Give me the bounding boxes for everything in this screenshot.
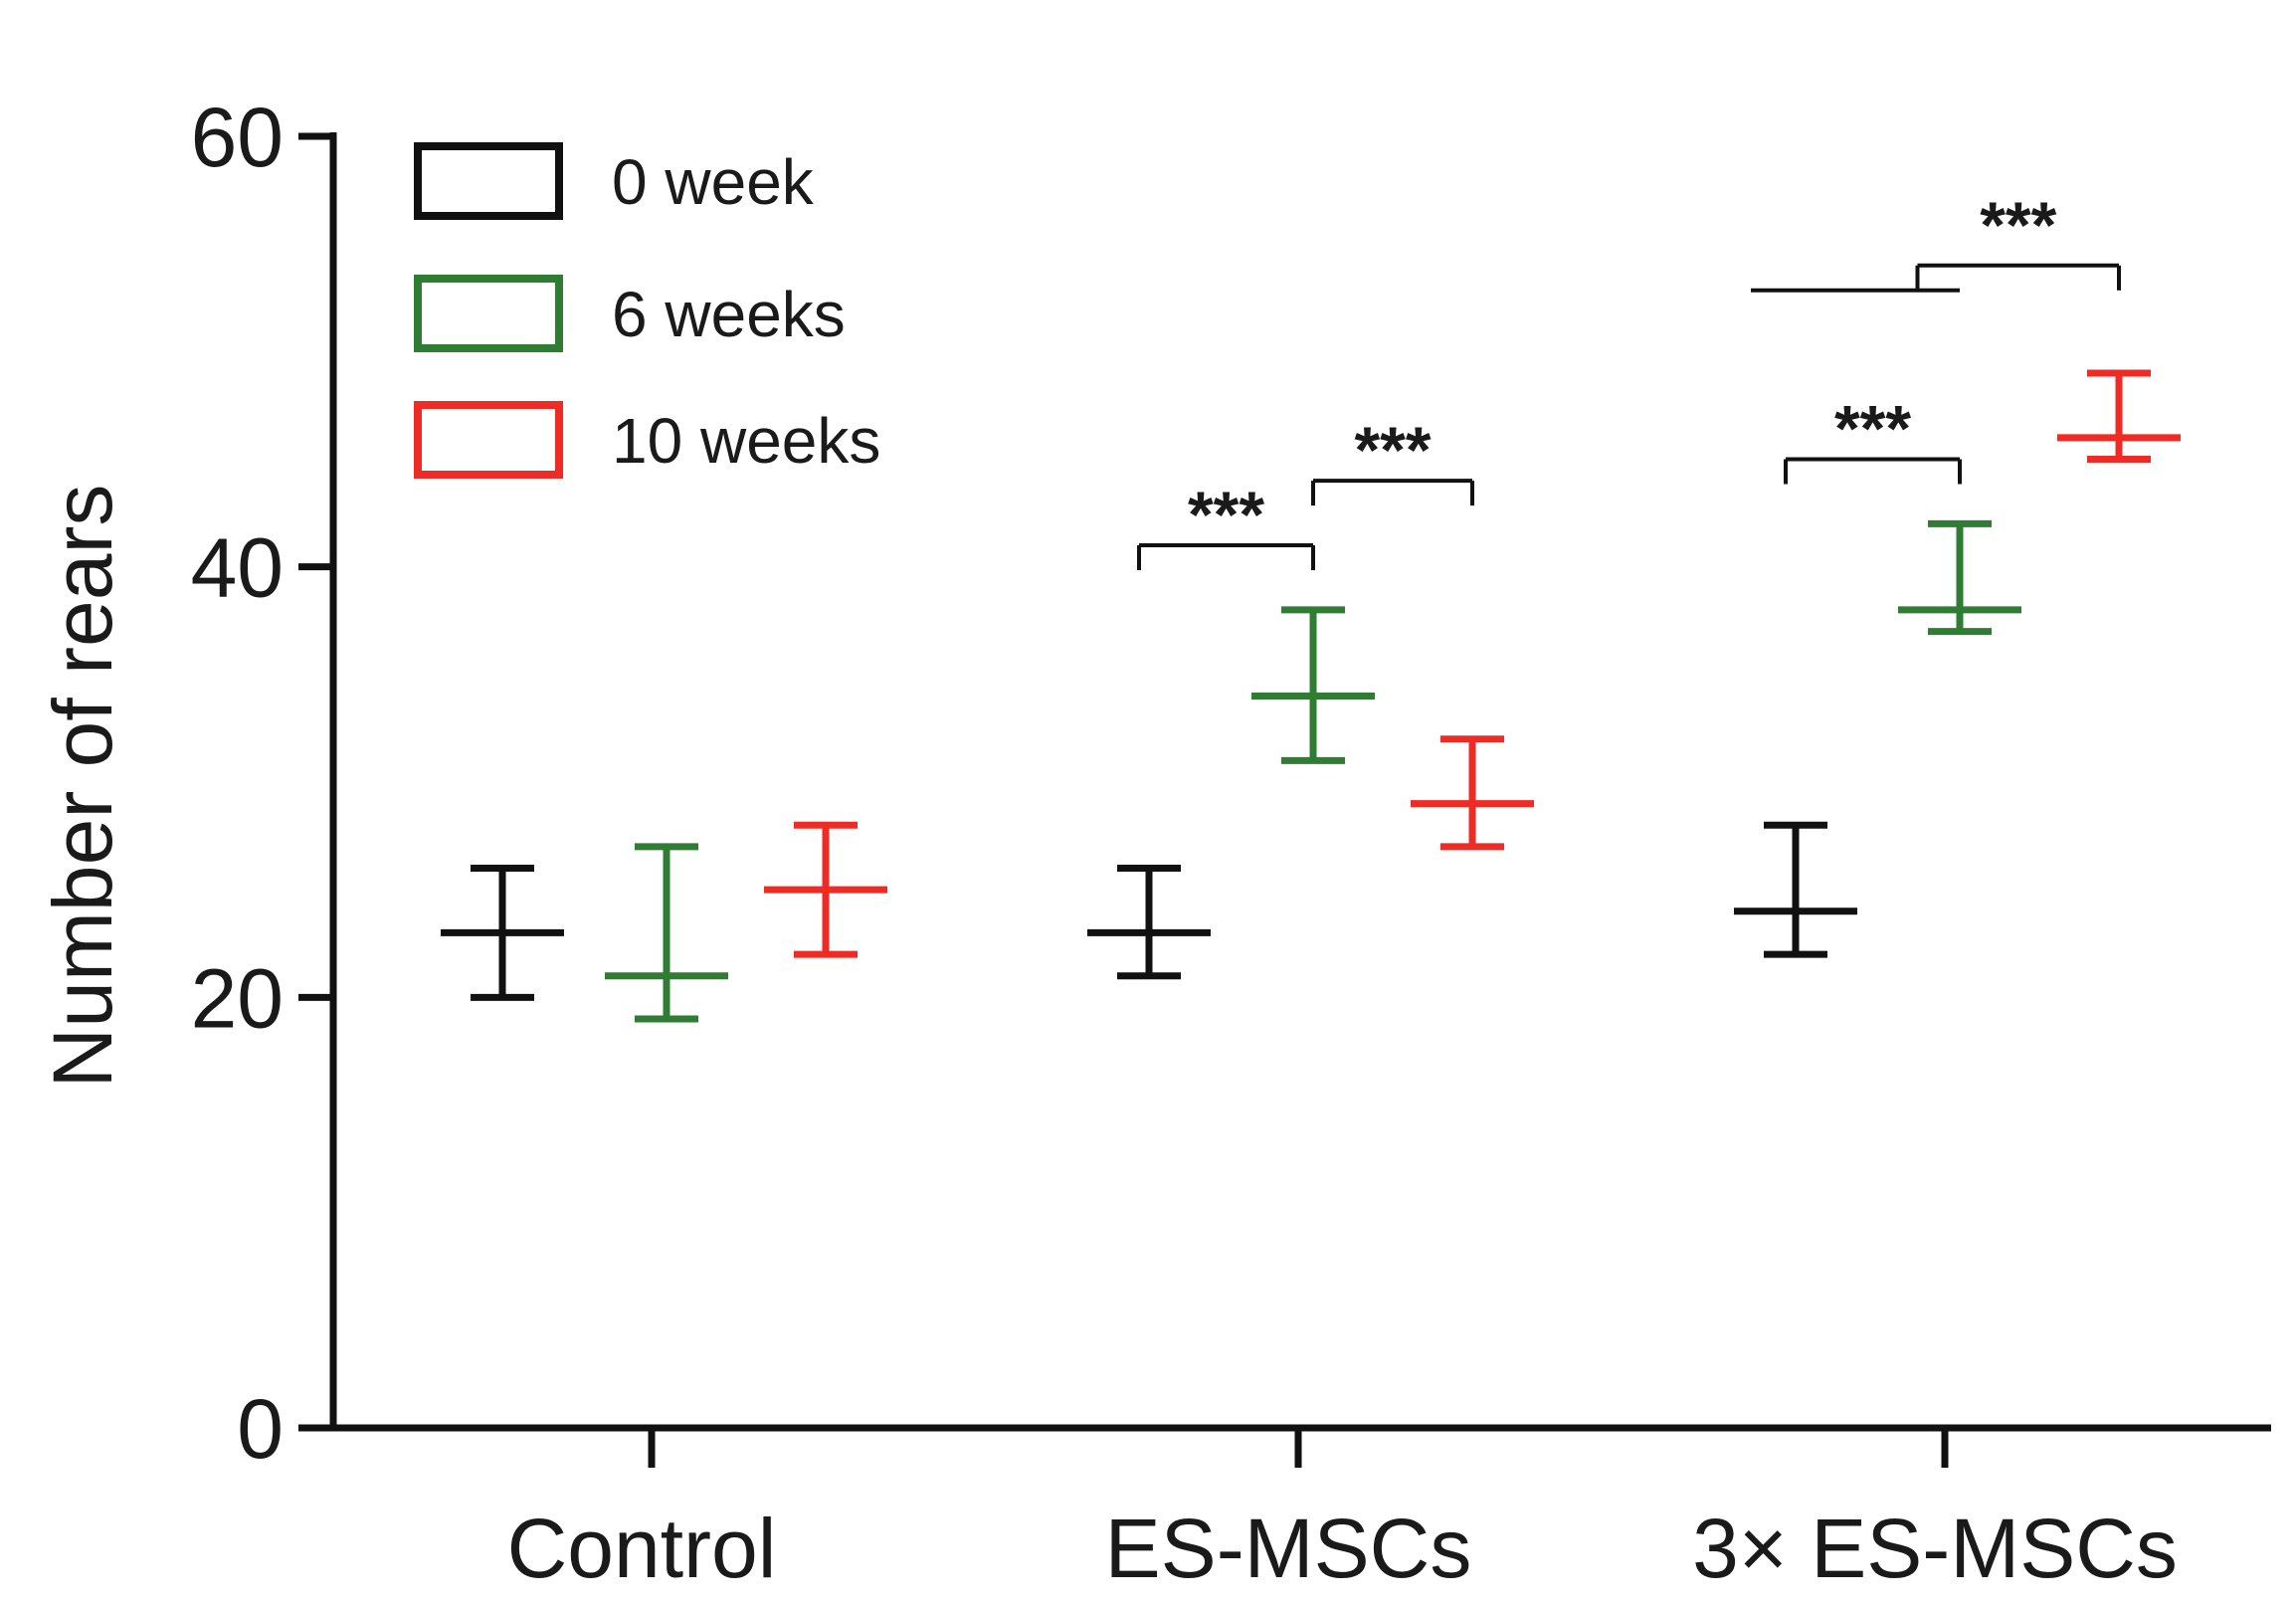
error-bar (605, 843, 728, 1023)
error-bar (1087, 865, 1211, 980)
legend-label: 6 weeks (612, 279, 846, 350)
legend-label: 0 week (612, 146, 815, 218)
y-tick-label: 40 (191, 521, 284, 615)
error-bar (1898, 519, 2021, 636)
significance-label: *** (1354, 413, 1431, 487)
axes: 0 20 40 60 Number of rears Control ES-MSCs 3× E… (36, 91, 2271, 1595)
y-tick-label: 0 (237, 1382, 284, 1476)
y-tick-label: 60 (191, 91, 284, 184)
significance-bracket: *** (1784, 392, 1962, 485)
error-bar (764, 821, 887, 958)
x-tick-label: ES-MSCs (1105, 1502, 1472, 1595)
significance-brackets: *** *** *** *** (1137, 188, 2121, 571)
significance-label: *** (1188, 478, 1264, 551)
legend-swatch (414, 275, 563, 352)
y-axis-label: Number of rears (36, 485, 129, 1089)
legend-swatch (414, 142, 563, 220)
significance-bracket: *** (1137, 478, 1315, 571)
error-bar (1734, 821, 1857, 958)
significance-bracket: *** (1311, 413, 1474, 506)
error-bar (1411, 735, 1534, 851)
error-bar (441, 865, 564, 1001)
significance-label: *** (1980, 188, 2056, 262)
legend: 0 week 6 weeks 10 weeks (414, 142, 880, 479)
y-tick-label: 20 (191, 951, 284, 1045)
legend-swatch (414, 401, 563, 479)
error-bars (441, 369, 2181, 1023)
significance-label: *** (1834, 392, 1911, 466)
x-tick-label: 3× ES-MSCs (1692, 1502, 2178, 1595)
error-bar (1251, 606, 1375, 764)
error-bar (2057, 369, 2181, 463)
significance-bracket: *** (1751, 188, 2121, 293)
x-tick-label: Control (507, 1502, 777, 1595)
legend-label: 10 weeks (612, 405, 880, 477)
